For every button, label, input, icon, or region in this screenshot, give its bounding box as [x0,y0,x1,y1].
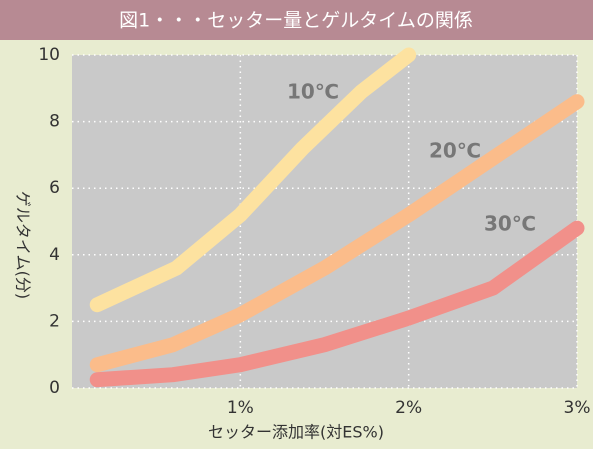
series-line [89,47,417,313]
y-tick-label: 10 [38,45,60,65]
series-line [89,220,585,388]
x-tick-label: 3% [564,398,591,418]
plot-area [72,55,577,388]
y-tick-label: 4 [49,245,60,265]
x-axis-label: セッター添加率(対ES%) [208,423,384,442]
series-label: 20℃ [429,139,481,163]
y-tick-label: 0 [49,378,60,398]
title-bar [0,0,593,40]
chart-title: 図1・・・セッター量とゲルタイムの関係 [119,10,473,32]
y-axis-label: ゲルタイム(分) [14,191,33,299]
x-tick-label: 2% [395,398,422,418]
y-tick-label: 6 [49,178,60,198]
y-tick-label: 2 [49,311,60,331]
series-label: 30℃ [484,212,536,236]
x-tick-label: 1% [227,398,254,418]
y-tick-label: 8 [49,112,60,132]
series-line [89,94,585,373]
series-label: 10℃ [287,80,339,104]
